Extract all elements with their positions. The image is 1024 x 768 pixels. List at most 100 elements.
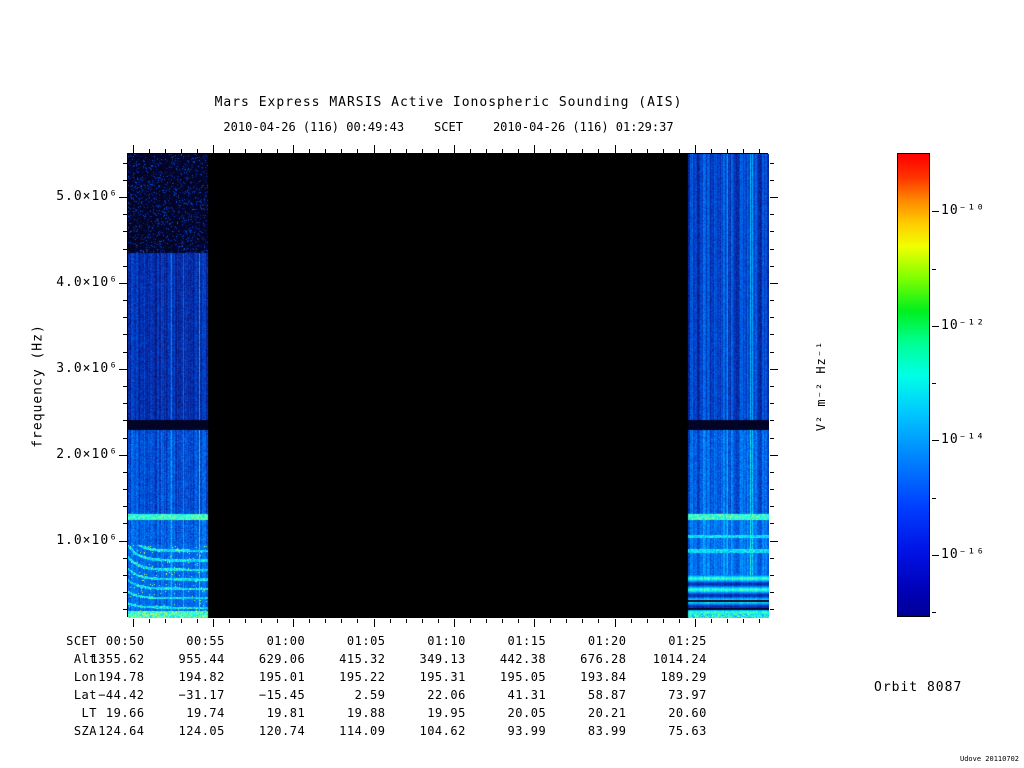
axis-tick (770, 369, 778, 370)
y-tick-label: 3.0×10⁶ (56, 361, 118, 376)
axis-tick (770, 352, 774, 353)
axis-tick (770, 541, 778, 542)
table-cell: 01:15 (507, 634, 547, 648)
axis-tick (770, 420, 774, 421)
colorbar-unit-label: V² m⁻² Hz⁻¹ (814, 340, 828, 432)
axis-tick (123, 180, 127, 181)
axis-tick (406, 619, 407, 623)
axis-tick (181, 619, 182, 623)
axis-tick (486, 619, 487, 623)
axis-tick (123, 575, 127, 576)
spectrogram-plot-box (127, 153, 769, 618)
table-cell: 01:00 (266, 634, 306, 648)
axis-tick (727, 149, 728, 153)
axis-tick (770, 558, 774, 559)
axis-tick (422, 149, 423, 153)
axis-tick (932, 612, 936, 613)
axis-tick (123, 592, 127, 593)
table-cell: −31.17 (178, 688, 225, 702)
table-cell: −15.45 (258, 688, 306, 702)
axis-tick (534, 145, 535, 153)
axis-tick (213, 145, 214, 153)
table-row-label: SCET (66, 634, 97, 648)
subtitle-start-time: 2010-04-26 (116) 00:49:43 (223, 120, 405, 134)
axis-tick (582, 149, 583, 153)
axis-tick (770, 575, 774, 576)
table-cell: 442.38 (499, 652, 547, 666)
axis-tick (123, 609, 127, 610)
table-cell: 120.74 (258, 724, 306, 738)
table-cell: 195.05 (499, 670, 547, 684)
axis-tick (119, 541, 127, 542)
axis-tick (932, 440, 939, 441)
axis-tick (197, 619, 198, 623)
axis-tick (149, 619, 150, 623)
axis-tick (770, 231, 774, 232)
axis-tick (123, 558, 127, 559)
table-cell: −44.42 (98, 688, 145, 702)
table-cell: 01:20 (587, 634, 627, 648)
table-cell: 104.62 (419, 724, 466, 738)
table-cell: 676.28 (580, 652, 627, 666)
table-cell: 00:55 (186, 634, 225, 648)
table-cell: 93.99 (507, 724, 547, 738)
subtitle-scet-label: SCET (434, 120, 463, 134)
axis-tick (770, 403, 774, 404)
axis-tick (123, 438, 127, 439)
axis-tick (123, 489, 127, 490)
table-cell: 19.88 (346, 706, 386, 720)
axis-tick (770, 438, 774, 439)
axis-tick (759, 149, 760, 153)
axis-tick (341, 619, 342, 623)
table-cell: 19.95 (427, 706, 466, 720)
axis-tick (123, 163, 127, 164)
table-cell: 75.63 (668, 724, 707, 738)
axis-tick (133, 619, 134, 627)
table-cell: 01:25 (668, 634, 707, 648)
table-cell: 01:05 (346, 634, 386, 648)
axis-tick (743, 149, 744, 153)
y-tick-label: 5.0×10⁶ (56, 189, 118, 204)
axis-tick (213, 619, 214, 627)
axis-tick (229, 149, 230, 153)
axis-tick (647, 619, 648, 623)
axis-tick (261, 149, 262, 153)
axis-tick (932, 383, 936, 384)
axis-tick (770, 386, 774, 387)
plot-subtitle: 2010-04-26 (116) 00:49:43 SCET 2010-04-2… (127, 120, 770, 134)
table-cell: 114.09 (339, 724, 386, 738)
axis-tick (615, 619, 616, 627)
axis-tick (770, 523, 774, 524)
axis-tick (743, 619, 744, 623)
axis-tick (550, 149, 551, 153)
axis-tick (598, 619, 599, 623)
table-row-label: SZA (73, 724, 97, 738)
table-cell: 629.06 (258, 652, 306, 666)
axis-tick (932, 498, 936, 499)
axis-tick (566, 619, 567, 623)
y-tick-label: 2.0×10⁶ (56, 447, 118, 462)
axis-tick (325, 619, 326, 623)
axis-tick (770, 283, 778, 284)
table-cell: 1014.24 (652, 652, 707, 666)
axis-tick (119, 369, 127, 370)
axis-tick (309, 619, 310, 623)
colorbar-tick-label: 10⁻¹⁰ (941, 203, 986, 218)
orbit-label: Orbit 8087 (874, 680, 963, 695)
axis-tick (770, 506, 774, 507)
axis-tick (631, 619, 632, 623)
axis-tick (770, 249, 774, 250)
colorbar-tick-label: 10⁻¹² (941, 318, 986, 333)
axis-tick (309, 149, 310, 153)
table-cell: 193.84 (580, 670, 627, 684)
axis-tick (550, 619, 551, 623)
table-cell: 20.60 (668, 706, 707, 720)
axis-tick (123, 249, 127, 250)
axis-tick (615, 145, 616, 153)
table-cell: 19.66 (105, 706, 145, 720)
axis-tick (261, 619, 262, 623)
axis-tick (631, 149, 632, 153)
table-cell: 00:50 (105, 634, 145, 648)
plot-title: Mars Express MARSIS Active Ionospheric S… (214, 95, 683, 110)
axis-tick (770, 163, 774, 164)
